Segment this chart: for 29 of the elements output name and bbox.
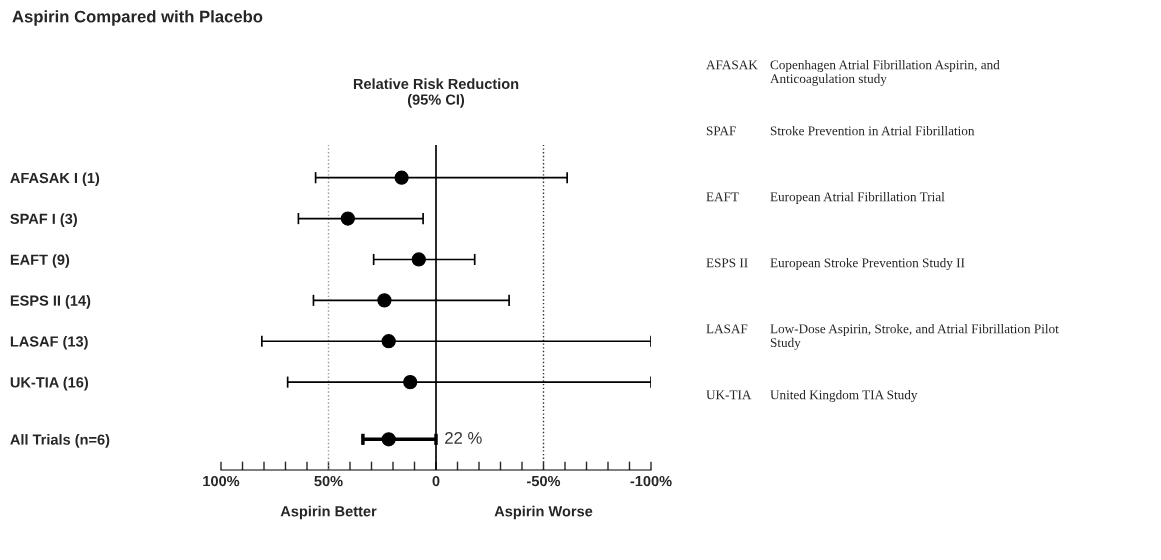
point <box>403 374 418 390</box>
point <box>411 252 426 267</box>
y-tick-label: EAFT (9) <box>10 254 70 268</box>
point <box>381 334 396 349</box>
x-tick-label: -50% <box>527 475 561 487</box>
x-tick-label: 50% <box>314 475 343 487</box>
y-tick-label: LASAF (13) <box>10 335 88 350</box>
y-tick-label: All Trials (n=6) <box>10 434 110 448</box>
y-tick-label: UK-TIA (16) <box>10 376 89 391</box>
chart-title: Aspirin Compared with Placebo <box>12 10 263 26</box>
chart-subtitle: Relative Risk Reduction (95% CI) <box>353 78 519 108</box>
text: LASAF Low-Dose Aspirin, Stroke, and Atrial Fibrillation Pilot Study <box>706 324 1059 350</box>
text: EAFT European Atrial Fibrillation Trial <box>706 192 945 204</box>
text: Aspirin Better <box>280 505 377 520</box>
text: ESPS II European Stroke Prevention Study II <box>706 258 965 270</box>
point <box>340 211 355 226</box>
y-tick-label: ESPS II (14) <box>10 295 91 309</box>
x-tick-label: 0 <box>432 475 440 487</box>
text: UK-TIA United Kingdom TIA Study <box>706 390 918 402</box>
text: SPAF Stroke Prevention in Atrial Fibrillation <box>706 126 975 136</box>
text: Aspirin Worse <box>494 505 593 520</box>
point <box>377 293 392 308</box>
y-tick-label: AFASAK I (1) <box>10 172 100 187</box>
x-tick-label: 100% <box>203 475 240 487</box>
y-tick-label: SPAF I (3) <box>10 213 77 227</box>
x-tick-label: -100% <box>630 475 672 487</box>
data-label: 22 % <box>445 432 482 444</box>
text: AFASAK Copenhagen Atrial Fibrillation Aspirin, and Anticoagulation study <box>706 60 1000 86</box>
point <box>394 170 409 185</box>
